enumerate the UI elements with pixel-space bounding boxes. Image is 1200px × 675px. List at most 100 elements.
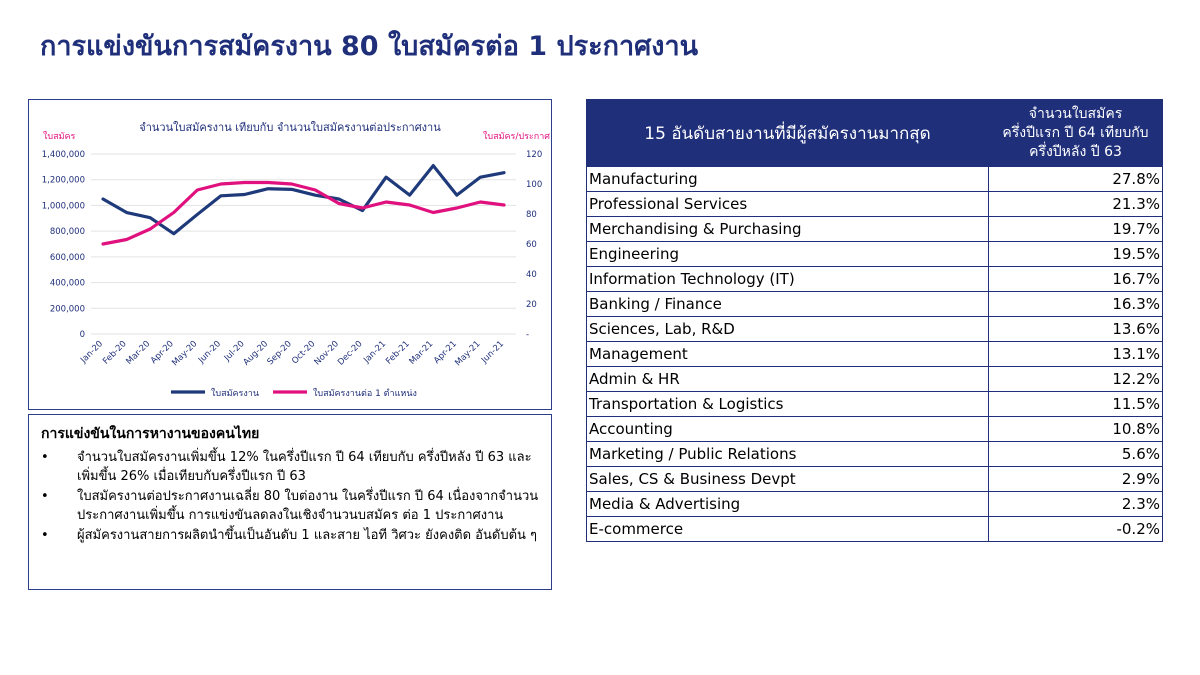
value-cell: 12.2%	[988, 366, 1163, 392]
category-cell: Sciences, Lab, R&D	[586, 316, 989, 342]
x-tick-label: Dec-20	[336, 339, 365, 368]
data-point	[409, 204, 411, 206]
series-line	[101, 163, 506, 236]
category-cell: Accounting	[586, 416, 989, 442]
table-row: Marketing / Public Relations 5.6%	[586, 441, 1163, 467]
data-point	[196, 189, 198, 191]
data-point	[432, 165, 434, 167]
data-point	[126, 239, 128, 240]
note-item: • ผู้สมัครงานสายการผลิตนำขึ้นเป็นอันดับ 1…	[41, 526, 539, 545]
table-row: Transportation & Logistics 11.5%	[586, 391, 1163, 417]
value-cell: 2.9%	[988, 466, 1163, 492]
data-point	[479, 201, 481, 203]
value-cell: 27.8%	[988, 166, 1163, 192]
value-cell: 11.5%	[988, 391, 1163, 417]
category-cell: Information Technology (IT)	[586, 266, 989, 292]
line-chart: จำนวนใบสมัครงาน เทียบกับ จำนวนใบสมัครงาน…	[42, 121, 551, 399]
line-chart-panel: จำนวนใบสมัครงาน เทียบกับ จำนวนใบสมัครงาน…	[28, 99, 552, 410]
category-cell: E-commerce	[586, 516, 989, 542]
y-left-tick-label: 800,000	[50, 227, 85, 237]
x-tick-label: Sep-20	[266, 339, 294, 367]
table-row: Manufacturing 27.8%	[586, 166, 1163, 192]
data-point	[102, 243, 104, 245]
note-item: • ใบสมัครงานต่อประกาศงานเฉลี่ย 80 ใบต่องา…	[41, 487, 539, 525]
data-point	[173, 233, 175, 235]
value-cell: 13.1%	[988, 341, 1163, 367]
category-cell: Professional Services	[586, 191, 989, 217]
data-point	[173, 212, 175, 213]
table-row: Sciences, Lab, R&D 13.6%	[586, 316, 1163, 342]
data-point	[338, 203, 340, 204]
data-point	[244, 182, 246, 183]
y-left-tick-label: 0	[80, 330, 85, 340]
y-left-axis-label: ใบสมัคร	[43, 131, 76, 142]
data-point	[220, 195, 222, 197]
note-text: ผู้สมัครงานสายการผลิตนำขึ้นเป็นอันดับ 1 …	[77, 528, 538, 543]
value-cell: 19.5%	[988, 241, 1163, 267]
bullet-icon: •	[41, 528, 49, 543]
category-cell: Banking / Finance	[586, 291, 989, 317]
data-point	[338, 198, 340, 200]
table-row: Media & Advertising 2.3%	[586, 491, 1163, 517]
notes-list: • จำนวนใบสมัครงานเพิ่มขึ้น 12% ในครึ่งปีแ…	[41, 448, 539, 545]
table-row: Information Technology (IT) 16.7%	[586, 266, 1163, 292]
table-row: Merchandising & Purchasing 19.7%	[586, 216, 1163, 242]
x-tick-label: Jan-21	[361, 339, 388, 366]
data-point	[479, 176, 481, 178]
note-item: • จำนวนใบสมัครงานเพิ่มขึ้น 12% ในครึ่งปีแ…	[41, 448, 539, 486]
notes-panel: การแข่งขันในการหางานของคนไทย • จำนวนใบสมั…	[28, 414, 552, 590]
y-left-tick-label: 1,000,000	[42, 201, 85, 211]
data-point	[314, 194, 316, 196]
note-text: จำนวนใบสมัครงานเพิ่มขึ้น 12% ในครึ่งปีแร…	[77, 450, 532, 484]
y-left-tick-label: 200,000	[50, 304, 85, 314]
table-row: Accounting 10.8%	[586, 416, 1163, 442]
y-right-tick-label: 120	[526, 150, 542, 160]
y-right-tick-label: 80	[526, 210, 537, 220]
note-text: ใบสมัครงานต่อประกาศงานเฉลี่ย 80 ใบต่องาน…	[77, 489, 539, 523]
y-right-tick-label: -	[526, 330, 529, 340]
x-tick-label: Jun-21	[479, 339, 506, 366]
category-cell: Sales, CS & Business Devpt	[586, 466, 989, 492]
x-tick-label: Jan-20	[78, 339, 105, 366]
data-point	[220, 183, 222, 185]
header-line: จำนวนใบสมัคร	[1028, 105, 1123, 122]
y-right-tick-label: 60	[526, 240, 537, 250]
category-cell: Transportation & Logistics	[586, 391, 989, 417]
data-point	[149, 228, 151, 230]
data-point	[456, 207, 458, 209]
data-point	[314, 189, 316, 191]
table-row: Admin & HR 12.2%	[586, 366, 1163, 392]
ranking-table: 15 อันดับสายงานที่มีผู้สมัครงานมากสุด จำ…	[586, 99, 1163, 542]
y-right-tick-label: 100	[526, 180, 542, 190]
category-cell: Admin & HR	[586, 366, 989, 392]
data-point	[503, 204, 505, 206]
data-point	[432, 212, 434, 213]
header-line: ครึ่งปีหลัง ปี 63	[1029, 143, 1122, 160]
data-point	[385, 176, 387, 178]
x-tick-label: Mar-21	[408, 339, 436, 367]
category-cell: Management	[586, 341, 989, 367]
table-header-row: 15 อันดับสายงานที่มีผู้สมัครงานมากสุด จำ…	[586, 99, 1163, 167]
column-header-applications: จำนวนใบสมัคร ครึ่งปีแรก ปี 64 เทียบกับ ค…	[988, 99, 1163, 167]
value-cell: 19.7%	[988, 216, 1163, 242]
data-point	[244, 194, 246, 195]
data-point	[361, 210, 363, 212]
legend-label: ใบสมัครงาน	[211, 388, 259, 399]
table-body: Manufacturing 27.8% Professional Services 2…	[586, 166, 1163, 542]
header-line: ครึ่งปีแรก ปี 64 เทียบกับ	[1002, 124, 1149, 141]
data-point	[456, 194, 458, 196]
x-tick-label: Jun-20	[196, 339, 223, 366]
data-point	[361, 207, 363, 209]
value-cell: 5.6%	[988, 441, 1163, 467]
data-point	[267, 182, 269, 183]
data-point	[126, 212, 128, 213]
y-left-tick-label: 400,000	[50, 279, 85, 289]
table-row: Professional Services 21.3%	[586, 191, 1163, 217]
value-cell: -0.2%	[988, 516, 1163, 542]
data-point	[385, 201, 387, 203]
table-row: Engineering 19.5%	[586, 241, 1163, 267]
value-cell: 16.7%	[988, 266, 1163, 292]
data-point	[291, 183, 293, 185]
page-title: การแข่งขันการสมัครงาน 80 ใบสมัครต่อ 1 ปร…	[40, 31, 699, 62]
table-row: Management 13.1%	[586, 341, 1163, 367]
